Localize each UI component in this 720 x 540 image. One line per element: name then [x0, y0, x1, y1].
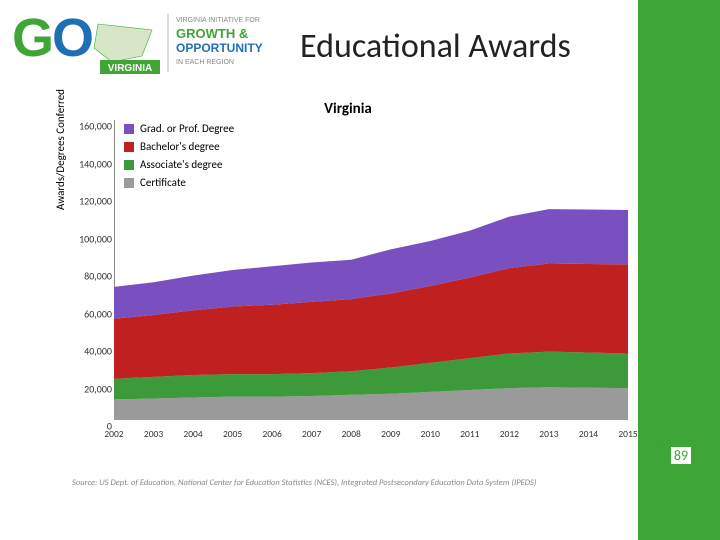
x-tick-label: 2005 [223, 428, 242, 440]
chart-title: Virginia [68, 100, 628, 118]
y-tick-label: 80,000 [68, 270, 112, 283]
x-tick-label: 2014 [579, 428, 598, 440]
source-note: Source: US Dept. of Education, National … [72, 478, 536, 488]
chart-legend: Grad. or Prof. DegreeBachelor's degreeAs… [124, 120, 234, 192]
legend-item: Associate's degree [124, 156, 234, 174]
legend-label: Certificate [140, 174, 186, 192]
x-tick-label: 2009 [381, 428, 400, 440]
legend-swatch [124, 124, 134, 134]
y-tick-label: 100,000 [68, 232, 112, 245]
x-tick-label: 2015 [618, 428, 637, 440]
y-tick-label: 40,000 [68, 345, 112, 358]
legend-label: Associate's degree [140, 156, 222, 174]
y-tick-label: 160,000 [68, 120, 112, 133]
x-tick-label: 2007 [302, 428, 321, 440]
legend-swatch [124, 178, 134, 188]
svg-text:O: O [52, 8, 94, 68]
y-tick-label: 140,000 [68, 157, 112, 170]
y-tick-label: 60,000 [68, 307, 112, 320]
x-tick-label: 2011 [460, 428, 479, 440]
svg-text:VIRGINIA INITIATIVE FOR: VIRGINIA INITIATIVE FOR [176, 17, 260, 24]
svg-text:OPPORTUNITY: OPPORTUNITY [176, 41, 263, 55]
x-tick-label: 2004 [183, 428, 202, 440]
x-tick-label: 2006 [263, 428, 282, 440]
legend-item: Grad. or Prof. Degree [124, 120, 234, 138]
svg-text:IN EACH REGION: IN EACH REGION [176, 59, 234, 66]
y-tick-label: 20,000 [68, 382, 112, 395]
svg-text:GROWTH &: GROWTH & [176, 26, 248, 41]
slide: G O VIRGINIA VIRGINIA INITIATIVE FOR GRO… [0, 0, 720, 540]
y-tick-label: 120,000 [68, 195, 112, 208]
legend-swatch [124, 142, 134, 152]
x-tick-label: 2008 [342, 428, 361, 440]
legend-label: Bachelor's degree [140, 138, 220, 156]
x-tick-label: 2010 [421, 428, 440, 440]
svg-text:VIRGINIA: VIRGINIA [108, 63, 152, 74]
page-number: 89 [671, 447, 691, 464]
x-tick-label: 2002 [104, 428, 123, 440]
page-number-badge: 89 [658, 442, 704, 468]
legend-swatch [124, 160, 134, 170]
legend-label: Grad. or Prof. Degree [140, 120, 234, 138]
svg-text:G: G [12, 8, 54, 68]
x-tick-label: 2013 [539, 428, 558, 440]
x-tick-label: 2003 [144, 428, 163, 440]
legend-item: Certificate [124, 174, 234, 192]
y-axis-label: Awards/Degrees Conferred [54, 89, 67, 210]
slide-title: Educational Awards [300, 26, 571, 67]
x-tick-label: 2012 [500, 428, 519, 440]
legend-item: Bachelor's degree [124, 138, 234, 156]
govirginia-logo: G O VIRGINIA VIRGINIA INITIATIVE FOR GRO… [12, 8, 276, 78]
